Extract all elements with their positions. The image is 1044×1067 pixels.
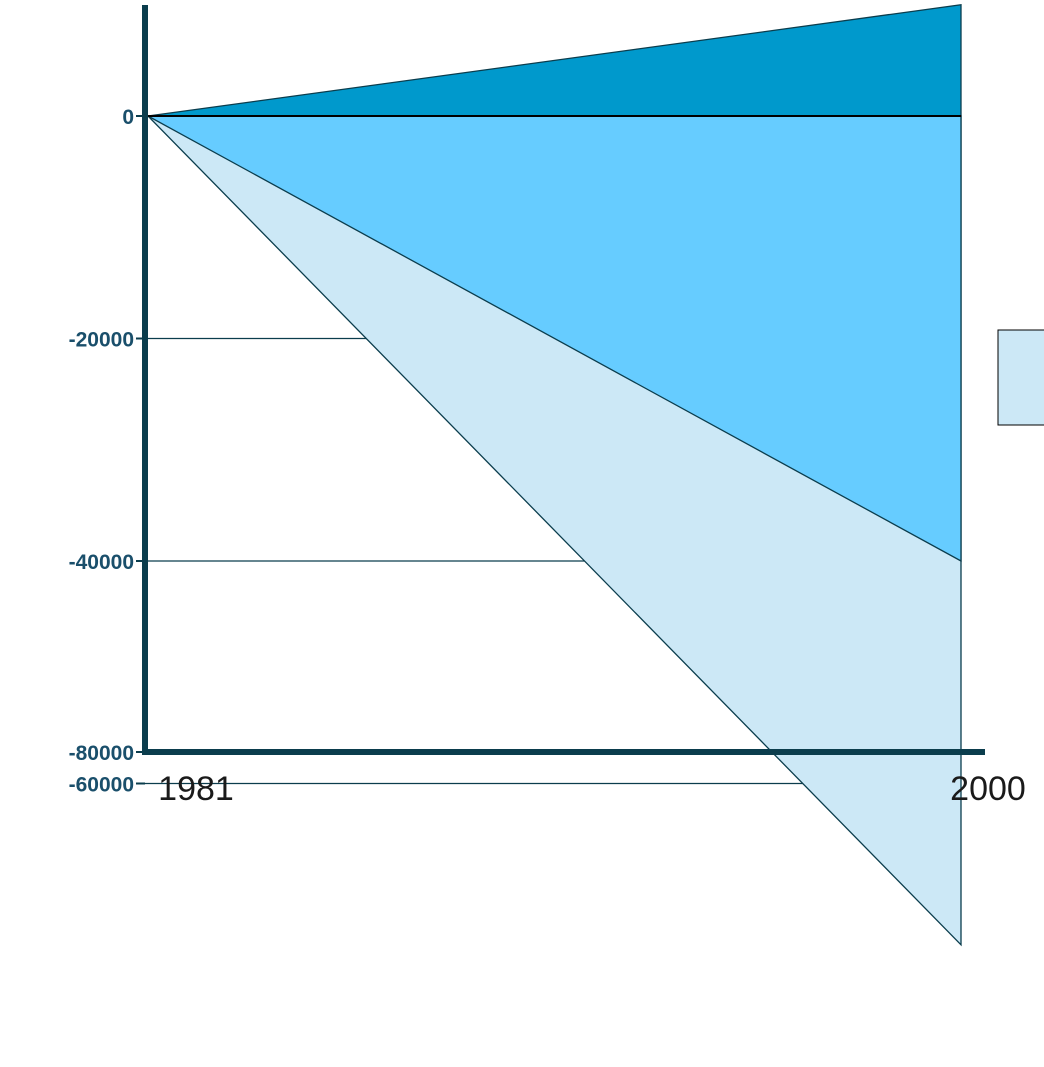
series-areas — [146, 4, 962, 947]
legend-swatch — [997, 329, 1044, 426]
y-tick-label: -80000 — [69, 742, 134, 765]
y-tick-label: -20000 — [69, 329, 134, 352]
y-tick-label: -40000 — [69, 551, 134, 574]
series-area-1 — [147, 4, 962, 117]
legend — [997, 329, 1044, 426]
y-tick-label: 0 — [122, 106, 134, 129]
axes — [142, 5, 985, 755]
x-tick-label: 2000 — [950, 770, 1026, 808]
x-ticks: 1981 2000 — [158, 770, 1026, 808]
y-ticks: 0 -20000 -40000 -60000 -80000 — [69, 106, 145, 797]
y-tick-label: -60000 — [69, 774, 134, 797]
x-tick-label: 1981 — [158, 770, 234, 808]
